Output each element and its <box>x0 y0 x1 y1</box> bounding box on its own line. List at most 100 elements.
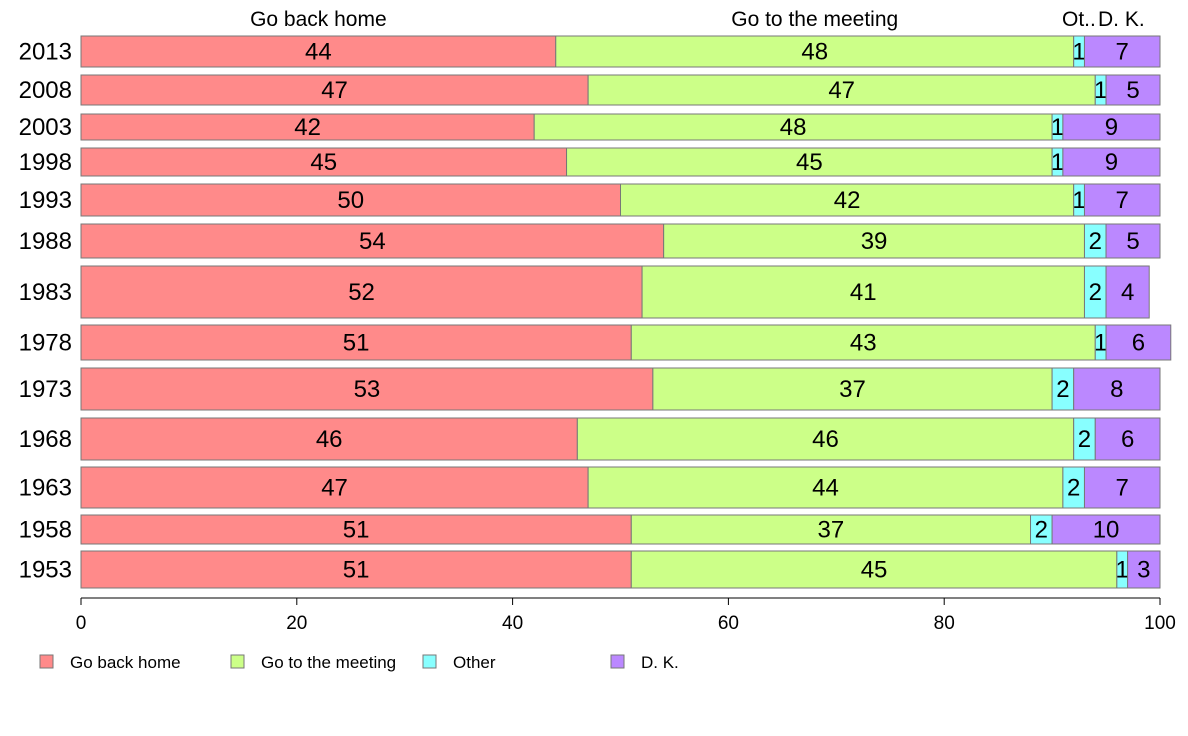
bar-segment-2013-3 <box>1083 35 1161 68</box>
legend-swatch-2 <box>422 654 437 669</box>
x-tick-label-40: 40 <box>502 613 523 634</box>
bar-segment-1983-3 <box>1105 265 1150 319</box>
bar-segment-2013-1 <box>555 35 1075 68</box>
bar-segment-1963-0 <box>80 466 589 509</box>
segment-value-1988-0: 54 <box>359 228 386 255</box>
segment-value-2003-2: 1 <box>1051 114 1064 141</box>
year-label-2003: 2003 <box>19 114 72 141</box>
legend-label-3: D. K. <box>641 653 679 672</box>
segment-value-1963-3: 7 <box>1116 475 1129 502</box>
column-header-go-back-home: Go back home <box>250 8 387 31</box>
segment-value-1963-2: 2 <box>1067 475 1080 502</box>
segment-value-1973-3: 8 <box>1110 376 1123 403</box>
segment-value-1998-2: 1 <box>1051 149 1064 176</box>
x-tick-label-60: 60 <box>718 613 739 634</box>
year-label-1953: 1953 <box>19 557 72 584</box>
legend-label-2: Other <box>453 653 496 672</box>
segment-value-1963-0: 47 <box>321 475 348 502</box>
bar-segment-2008-1 <box>587 74 1096 106</box>
segment-value-2003-0: 42 <box>294 114 321 141</box>
bar-segment-1968-3 <box>1094 417 1161 461</box>
segment-value-1963-1: 44 <box>812 475 839 502</box>
bar-segment-1993-3 <box>1083 183 1161 217</box>
segment-value-1998-1: 45 <box>796 149 823 176</box>
segment-value-1978-0: 51 <box>343 330 370 357</box>
bar-segment-1958-1 <box>630 514 1032 545</box>
segment-value-1993-1: 42 <box>834 187 861 214</box>
bar-segment-1993-1 <box>620 183 1075 217</box>
bar-segment-1958-0 <box>80 514 632 545</box>
bar-segment-1953-1 <box>630 550 1118 589</box>
segment-value-1968-3: 6 <box>1121 426 1134 453</box>
column-header-go-to-meeting: Go to the meeting <box>731 8 898 31</box>
segment-value-1993-0: 50 <box>337 187 364 214</box>
segment-value-1968-2: 2 <box>1078 426 1091 453</box>
bar-segment-1958-3 <box>1051 514 1161 545</box>
segment-value-1978-1: 43 <box>850 330 877 357</box>
segment-value-1953-2: 1 <box>1116 557 1129 584</box>
x-tick-label-80: 80 <box>934 613 955 634</box>
year-label-1993: 1993 <box>19 187 72 214</box>
segment-value-1983-1: 41 <box>850 279 877 306</box>
year-label-1973: 1973 <box>19 376 72 403</box>
year-label-1968: 1968 <box>19 426 72 453</box>
segment-value-1978-3: 6 <box>1132 330 1145 357</box>
segment-value-2008-1: 47 <box>828 77 855 104</box>
bar-segment-1988-3 <box>1105 223 1161 259</box>
segment-value-2008-2: 1 <box>1094 77 1107 104</box>
bar-segment-1998-1 <box>566 147 1053 177</box>
legend-swatch-1 <box>230 654 245 669</box>
segment-value-1953-3: 3 <box>1137 557 1150 584</box>
segment-value-1953-0: 51 <box>343 557 370 584</box>
bar-segment-1978-3 <box>1105 324 1172 361</box>
segment-value-1988-3: 5 <box>1126 228 1139 255</box>
segment-value-1968-1: 46 <box>812 426 839 453</box>
x-tick-label-20: 20 <box>286 613 307 634</box>
x-tick-label-100: 100 <box>1144 613 1176 634</box>
segment-value-1953-1: 45 <box>861 557 888 584</box>
bar-segment-2008-3 <box>1105 74 1161 106</box>
bar-segment-1983-0 <box>80 265 643 319</box>
segment-value-2013-3: 7 <box>1116 39 1129 66</box>
bar-segment-1968-1 <box>576 417 1075 461</box>
bar-segment-2003-0 <box>80 113 535 141</box>
segment-value-1998-3: 9 <box>1105 149 1118 176</box>
bar-segment-1973-3 <box>1073 367 1161 411</box>
bar-segment-1968-0 <box>80 417 578 461</box>
legend-label-0: Go back home <box>70 653 181 672</box>
segment-value-2013-0: 44 <box>305 39 332 66</box>
bar-segment-1953-3 <box>1127 550 1161 589</box>
segment-value-1988-2: 2 <box>1089 228 1102 255</box>
bar-segment-1963-3 <box>1083 466 1161 509</box>
segment-value-1988-1: 39 <box>861 228 888 255</box>
segment-value-1958-2: 2 <box>1035 517 1048 544</box>
bar-segment-1998-3 <box>1062 147 1161 177</box>
segment-value-2013-2: 1 <box>1072 39 1085 66</box>
year-label-1983: 1983 <box>19 279 72 306</box>
year-label-1998: 1998 <box>19 149 72 176</box>
bar-segment-1983-1 <box>641 265 1085 319</box>
segment-value-2008-0: 47 <box>321 77 348 104</box>
bar-segment-2003-1 <box>533 113 1053 141</box>
segment-value-1998-0: 45 <box>310 149 337 176</box>
column-header-other: Ot.. <box>1062 8 1096 31</box>
column-header-dk: D. K. <box>1098 8 1145 31</box>
year-label-2013: 2013 <box>19 39 72 66</box>
year-label-1978: 1978 <box>19 330 72 357</box>
bar-segment-2003-3 <box>1062 113 1161 141</box>
segment-value-2008-3: 5 <box>1126 77 1139 104</box>
segment-value-1958-1: 37 <box>818 517 845 544</box>
segment-value-1973-1: 37 <box>839 376 866 403</box>
segment-value-1968-0: 46 <box>316 426 343 453</box>
segment-value-1993-3: 7 <box>1116 187 1129 214</box>
segment-value-1958-0: 51 <box>343 517 370 544</box>
segment-value-2003-1: 48 <box>780 114 807 141</box>
segment-value-1983-3: 4 <box>1121 279 1134 306</box>
legend-swatch-3 <box>610 654 625 669</box>
segment-value-1958-3: 10 <box>1093 517 1120 544</box>
segment-value-1973-2: 2 <box>1056 376 1069 403</box>
bar-segment-1978-1 <box>630 324 1096 361</box>
bar-segment-1993-0 <box>80 183 621 217</box>
